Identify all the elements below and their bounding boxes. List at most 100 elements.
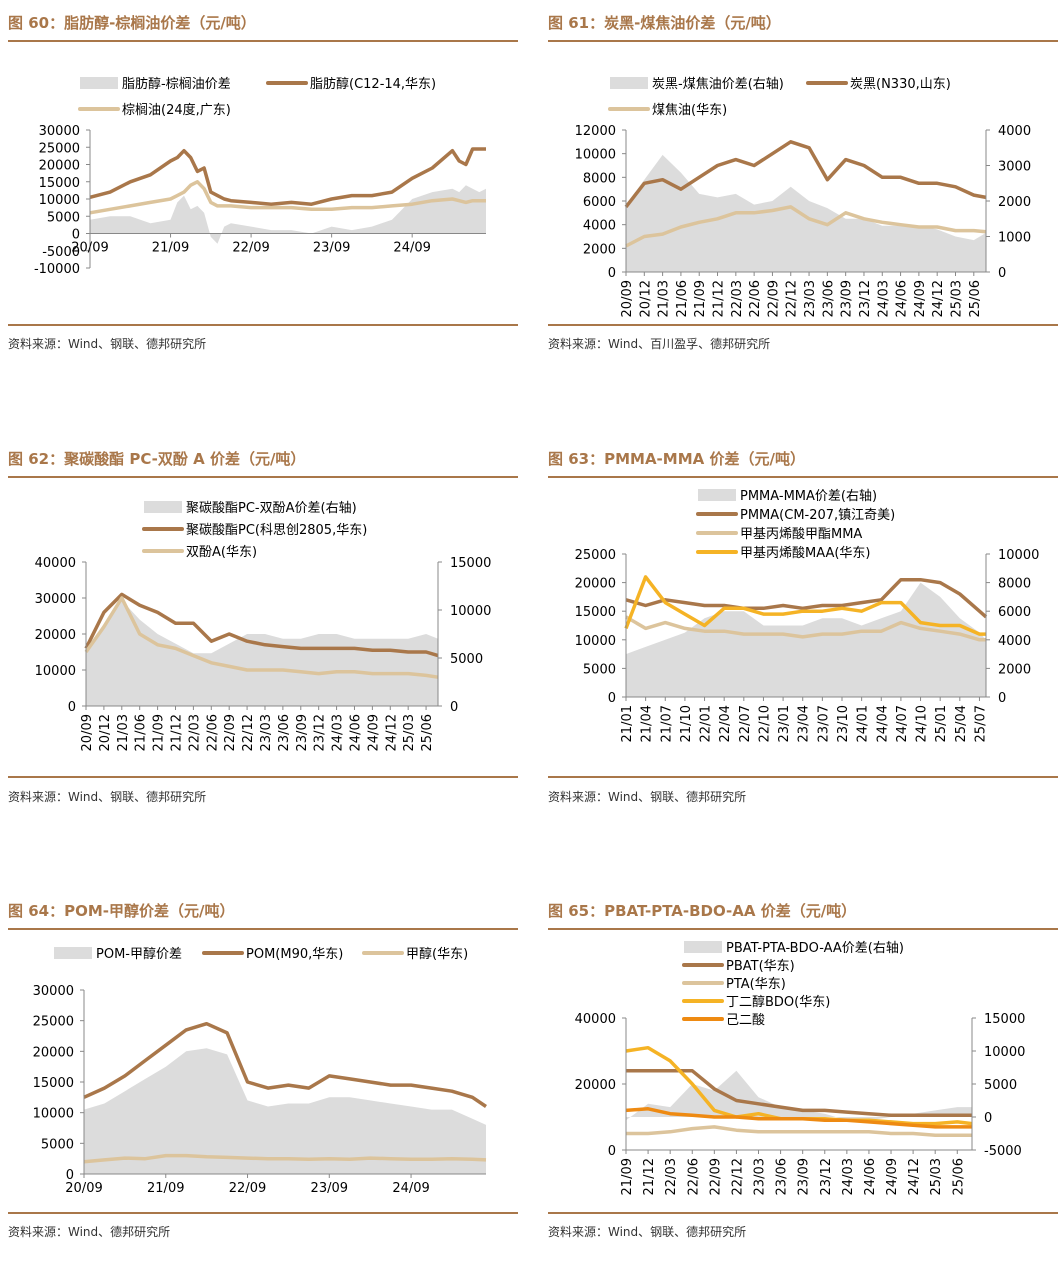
series-line xyxy=(625,1107,972,1129)
y-tick-label-right: 10000 xyxy=(998,548,1039,563)
legend-label: POM(M90,华东) xyxy=(246,947,343,962)
y-tick-label-left: 10000 xyxy=(39,193,80,208)
chart-62: 聚碳酸酯PC-双酚A价差(右轴) 聚碳酸酯PC(科思创2805,华东) 双酚A(华东… xyxy=(35,501,492,751)
panel-chart-60: 图 60：脂肪醇-棕榈油价差（元/吨） 脂肪醇-棕榈油价差 脂肪醇(C12-14,… xyxy=(8,12,518,382)
x-tick-label: 24/04 xyxy=(875,705,890,742)
chart-source: 资料来源：Wind、钢联、德邦研究所 xyxy=(8,790,207,804)
x-tick-label: 24/12 xyxy=(931,280,946,317)
panel-chart-62: 图 62：聚碳酸酯 PC-双酚 A 价差（元/吨） 聚碳酸酯PC-双酚A价差(右… xyxy=(8,448,518,818)
series-area xyxy=(626,582,986,697)
y-tick-label-right: 10000 xyxy=(450,604,491,619)
y-tick-label-left: 20000 xyxy=(575,1078,616,1093)
y-tick-label-left: -10000 xyxy=(34,262,80,277)
chart-source: 资料来源：Wind、德邦研究所 xyxy=(8,1225,171,1239)
legend-item: 煤焦油(华东) xyxy=(608,103,727,118)
title-rule xyxy=(548,40,1058,42)
x-tick-label: 22/12 xyxy=(785,280,800,317)
chart-64: POM-甲醇价差 POM(M90,华东) 甲醇(华东) 0 5000 10000 15000… xyxy=(33,946,487,1196)
x-tick-label: 22/09 xyxy=(708,1158,723,1195)
chart-source: 资料来源：Wind、钢联、德邦研究所 xyxy=(548,790,747,804)
x-tick-label: 22/09 xyxy=(232,241,269,256)
chart-title: 图 64：POM-甲醇价差（元/吨） xyxy=(8,902,235,920)
x-tick-label: 21/06 xyxy=(134,714,149,751)
legend-swatch xyxy=(610,77,648,89)
y-tick-label-left: 20000 xyxy=(575,577,616,592)
x-tick-label: 24/06 xyxy=(863,1158,878,1195)
x-tick-label: 21/03 xyxy=(657,280,672,317)
series-area xyxy=(90,185,486,244)
x-tick-label: 24/10 xyxy=(915,705,930,742)
series-area xyxy=(86,600,438,706)
axes: -10000 -5000 0 5000 10000 15000 20000 25000 3000… xyxy=(34,124,486,277)
x-tick-label: 21/12 xyxy=(642,1158,657,1195)
legend-label: PBAT(华东) xyxy=(726,959,795,974)
chart-title: 图 61：炭黑-煤焦油价差（元/吨） xyxy=(548,14,781,32)
legend-item: 丁二醇BDO(华东) xyxy=(682,994,830,1010)
x-tick-label: 24/06 xyxy=(348,714,363,751)
legend-label: 甲基丙烯酸MAA(华东) xyxy=(740,546,871,561)
x-tick-label: 22/06 xyxy=(205,714,220,751)
y-tick-label-right: 0 xyxy=(998,266,1006,281)
x-tick-label: 23/06 xyxy=(775,1158,790,1195)
legend-label: 甲醇(华东) xyxy=(406,946,468,962)
y-tick-label-left: 40000 xyxy=(35,556,76,571)
y-tick-label-left: 12000 xyxy=(575,124,616,139)
legend-item: 甲基丙烯酸MAA(华东) xyxy=(696,546,871,561)
legend-item: 脂肪醇-棕榈油价差 xyxy=(80,76,231,92)
title-rule xyxy=(548,476,1058,478)
panel-chart-61: 图 61：炭黑-煤焦油价差（元/吨） 炭黑-煤焦油价差(右轴) 炭黑(N330,山… xyxy=(548,12,1058,382)
x-tick-label: 21/07 xyxy=(659,705,674,742)
legend-item: PMMA-MMA价差(右轴) xyxy=(698,489,877,504)
chart-60: 脂肪醇-棕榈油价差 脂肪醇(C12-14,华东) 棕榈油(24度,广东) -10000… xyxy=(34,76,486,277)
x-tick-label: 25/06 xyxy=(951,1158,966,1195)
axes: 0 10000 20000 30000 40000 0 5000 10000 15000 20/0… xyxy=(35,556,492,751)
y-tick-label-left: 10000 xyxy=(575,148,616,163)
chart-61: 炭黑-煤焦油价差(右轴) 炭黑(N330,山东) 煤焦油(华东) 0 2000 4000 6… xyxy=(575,77,1031,317)
x-tick-label: 25/04 xyxy=(954,705,969,742)
series-line xyxy=(83,1021,487,1108)
legend-item: 脂肪醇(C12-14,华东) xyxy=(266,76,436,92)
title-rule xyxy=(8,476,518,478)
y-tick-label-left: 10000 xyxy=(575,634,616,649)
series-line xyxy=(624,140,987,208)
x-tick-label: 22/03 xyxy=(730,280,745,317)
y-tick-label-right: 10000 xyxy=(984,1045,1025,1060)
y-tick-label-right: 6000 xyxy=(998,605,1031,620)
x-tick-label: 21/06 xyxy=(675,280,690,317)
x-tick-label: 22/06 xyxy=(748,280,763,317)
series-line xyxy=(626,1069,972,1118)
x-tick-label: 23/01 xyxy=(777,705,792,742)
y-tick-label-right: 15000 xyxy=(984,1012,1025,1027)
legend-label: PMMA-MMA价差(右轴) xyxy=(740,489,877,504)
panel-chart-65: 图 65：PBAT-PTA-BDO-AA 价差（元/吨） PBAT-PTA-BD… xyxy=(548,900,1058,1270)
x-tick-label: 24/09 xyxy=(885,1158,900,1195)
legend-label: 炭黑(N330,山东) xyxy=(850,77,951,92)
x-tick-label: 21/04 xyxy=(640,705,655,742)
chart-65: PBAT-PTA-BDO-AA价差(右轴) PBAT(华东) PTA(华东) 丁二醇B… xyxy=(575,941,1025,1195)
x-tick-label: 22/12 xyxy=(730,1158,745,1195)
y-tick-label-left: 20000 xyxy=(39,159,80,174)
x-tick-label: 22/03 xyxy=(664,1158,679,1195)
legend-item: POM(M90,华东) xyxy=(202,947,343,962)
y-tick-label-left: 10000 xyxy=(35,664,76,679)
x-tick-label: 22/04 xyxy=(718,705,733,742)
y-tick-label-left: 5000 xyxy=(47,210,80,225)
legend-swatch xyxy=(144,501,182,513)
x-tick-label: 23/12 xyxy=(819,1158,834,1195)
legend-item: 聚碳酸酯PC-双酚A价差(右轴) xyxy=(144,501,357,516)
legend-item: 甲基丙烯酸甲酯MMA xyxy=(696,527,862,542)
y-tick-label-right: 4000 xyxy=(998,634,1031,649)
y-tick-label-left: 25000 xyxy=(39,141,80,156)
legend-label: 棕榈油(24度,广东) xyxy=(122,102,231,118)
legend-label: POM-甲醇价差 xyxy=(96,946,182,962)
legend-item: PBAT(华东) xyxy=(682,959,795,974)
y-tick-label-left: 20000 xyxy=(33,1045,74,1060)
y-tick-label-right: 4000 xyxy=(998,124,1031,139)
x-tick-label: 23/06 xyxy=(277,714,292,751)
y-tick-label-left: 4000 xyxy=(583,219,616,234)
y-tick-label-right: 0 xyxy=(998,691,1006,706)
x-tick-label: 23/09 xyxy=(840,280,855,317)
x-tick-label: 23/03 xyxy=(753,1158,768,1195)
x-tick-label: 25/03 xyxy=(949,280,964,317)
x-tick-label: 24/12 xyxy=(384,714,399,751)
